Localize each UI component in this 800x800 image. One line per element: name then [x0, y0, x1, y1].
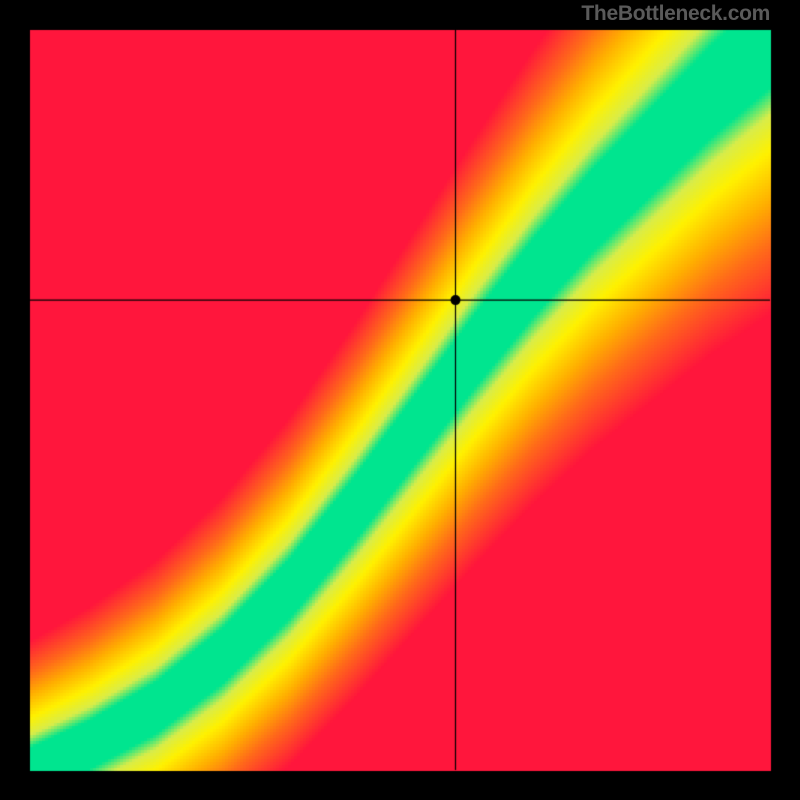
- chart-container: TheBottleneck.com: [0, 0, 800, 800]
- attribution-label: TheBottleneck.com: [581, 2, 770, 26]
- bottleneck-heatmap: [0, 0, 800, 800]
